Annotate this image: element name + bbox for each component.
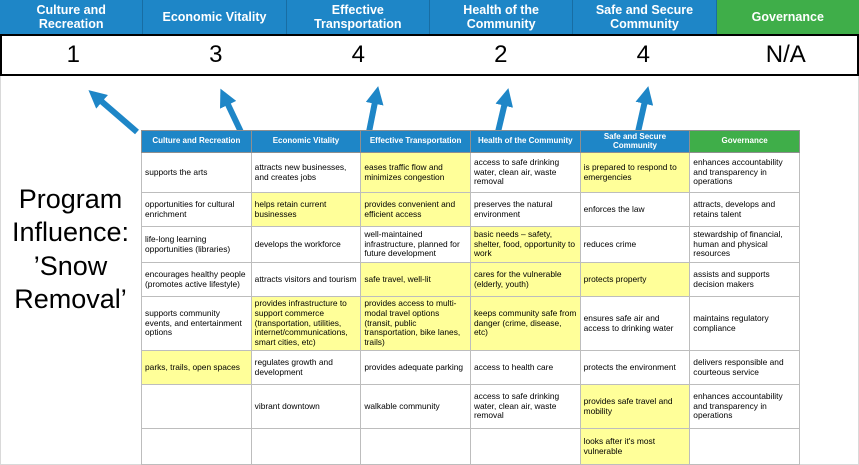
- category-score: 4: [636, 41, 650, 68]
- category-score: 2: [494, 41, 508, 68]
- matrix-cell: provides adequate parking: [360, 350, 471, 385]
- matrix-body: supports the arts attracts new businesses…: [141, 152, 800, 465]
- category-header-label: Economic Vitality: [162, 10, 267, 24]
- matrix-row: opportunities for cultural enrichment hel…: [141, 192, 800, 227]
- matrix-header-row: Culture and Recreation Economic Vitality E…: [141, 130, 800, 153]
- matrix-header-cell: Safe and Secure Community: [579, 130, 691, 153]
- category-header: Culture and Recreation: [0, 0, 144, 34]
- matrix-row: supports the arts attracts new businesses…: [141, 152, 800, 193]
- category-score: 4: [351, 41, 365, 68]
- category-score: 3: [209, 41, 223, 68]
- matrix-cell: access to safe drinking water, clean air…: [469, 384, 581, 429]
- category-header-label: Effective Transportation: [314, 3, 402, 31]
- matrix-row: life-long learning opportunities (librar…: [141, 226, 800, 263]
- matrix-cell-highlighted: keeps community safe from danger (crime,…: [469, 296, 581, 351]
- matrix-cell-highlighted: safe travel, well-lit: [360, 262, 471, 297]
- matrix-cell: access to health care: [469, 350, 581, 385]
- matrix-cell: regulates growth and development: [250, 350, 362, 385]
- matrix-cell-highlighted: provides access to multi-modal travel op…: [360, 296, 471, 351]
- category-header: Effective Transportation: [286, 0, 430, 34]
- matrix-cell: ensures safe air and access to drinking …: [579, 296, 691, 351]
- category-header: Safe and Secure Community: [573, 0, 717, 34]
- up-arrow-icon: [365, 86, 384, 133]
- category-header-bar: Culture and Recreation Economic Vitality E…: [0, 0, 859, 34]
- matrix-cell-highlighted: basic needs – safety, shelter, food, opp…: [469, 226, 581, 263]
- matrix-cell: [141, 384, 252, 429]
- matrix-row: looks after it's most vulnerable: [141, 428, 800, 465]
- matrix-cell: [689, 428, 800, 465]
- matrix-cell: supports community events, and entertain…: [141, 296, 252, 351]
- up-arrow-icon: [88, 90, 139, 135]
- matrix-header-cell: Economic Vitality: [250, 130, 362, 153]
- matrix-cell: stewardship of financial, human and phys…: [689, 226, 800, 263]
- matrix-cell-highlighted: provides convenient and efficient access: [360, 192, 471, 227]
- score-bar: 1 3 4 2 4 N/A: [0, 34, 859, 76]
- matrix-cell: [250, 428, 362, 465]
- matrix-cell: develops the workforce: [250, 226, 362, 263]
- matrix-cell: protects the environment: [579, 350, 691, 385]
- category-header-label: Governance: [751, 10, 824, 24]
- category-header: Economic Vitality: [143, 0, 287, 34]
- matrix-cell: [360, 428, 471, 465]
- matrix-cell: attracts visitors and tourism: [250, 262, 362, 297]
- matrix-row: vibrant downtown walkable community access…: [141, 384, 800, 429]
- matrix-cell-highlighted: cares for the vulnerable (elderly, youth…: [469, 262, 581, 297]
- influence-arrows: [88, 86, 654, 135]
- category-header: Governance: [716, 0, 859, 34]
- matrix-cell: walkable community: [360, 384, 471, 429]
- matrix-cell: maintains regulatory compliance: [689, 296, 800, 351]
- matrix-header-cell: Culture and Recreation: [141, 130, 252, 153]
- matrix-cell: attracts, develops and retains talent: [689, 192, 800, 227]
- matrix-cell: [141, 428, 252, 465]
- matrix-cell: delivers responsible and courteous servi…: [689, 350, 800, 385]
- matrix-cell-highlighted: provides infrastructure to support comme…: [250, 296, 362, 351]
- matrix-cell-highlighted: looks after it's most vulnerable: [579, 428, 691, 465]
- influence-matrix: Culture and Recreation Economic Vitality E…: [141, 130, 800, 465]
- matrix-cell: vibrant downtown: [250, 384, 362, 429]
- matrix-row: supports community events, and entertain…: [141, 296, 800, 351]
- matrix-cell: enhances accountability and transparency…: [689, 152, 800, 193]
- matrix-cell: attracts new businesses, and creates job…: [250, 152, 362, 193]
- matrix-cell: [469, 428, 581, 465]
- matrix-cell: enhances accountability and transparency…: [689, 384, 800, 429]
- matrix-cell-highlighted: protects property: [579, 262, 691, 297]
- matrix-cell: life-long learning opportunities (librar…: [141, 226, 252, 263]
- matrix-row: parks, trails, open spaces regulates grow…: [141, 350, 800, 385]
- matrix-cell-highlighted: helps retain current businesses: [250, 192, 362, 227]
- matrix-cell: reduces crime: [579, 226, 691, 263]
- matrix-header-cell: Health of the Community: [469, 130, 581, 153]
- category-score: N/A: [765, 41, 806, 68]
- matrix-cell: access to safe drinking water, clean air…: [469, 152, 581, 193]
- category-score: 1: [66, 41, 80, 68]
- matrix-header-cell: Effective Transportation: [360, 130, 471, 153]
- matrix-cell-highlighted: provides safe travel and mobility: [579, 384, 691, 429]
- matrix-cell: encourages healthy people (promotes acti…: [141, 262, 252, 297]
- matrix-cell: opportunities for cultural enrichment: [141, 192, 252, 227]
- up-arrow-icon: [635, 86, 654, 133]
- up-arrow-icon: [495, 88, 513, 133]
- matrix-cell: enforces the law: [579, 192, 691, 227]
- matrix-cell-highlighted: is prepared to respond to emergencies: [579, 152, 691, 193]
- category-header: Health of the Community: [429, 0, 574, 34]
- matrix-header-cell: Governance: [689, 130, 800, 153]
- category-header-label: Culture and Recreation: [36, 3, 106, 31]
- matrix-cell: assists and supports decision makers: [689, 262, 800, 297]
- matrix-row: encourages healthy people (promotes acti…: [141, 262, 800, 297]
- category-header-label: Health of the Community: [463, 3, 539, 31]
- matrix-cell-highlighted: eases traffic flow and minimizes congest…: [360, 152, 471, 193]
- matrix-cell: preserves the natural environment: [469, 192, 581, 227]
- matrix-cell: supports the arts: [141, 152, 252, 193]
- category-header-label: Safe and Secure Community: [595, 3, 694, 31]
- up-arrow-icon: [220, 88, 244, 134]
- matrix-cell: well-maintained infrastructure, planned …: [360, 226, 471, 263]
- program-influence-title: Program Influence: ’Snow Removal’: [11, 184, 130, 315]
- matrix-cell-highlighted: parks, trails, open spaces: [141, 350, 252, 385]
